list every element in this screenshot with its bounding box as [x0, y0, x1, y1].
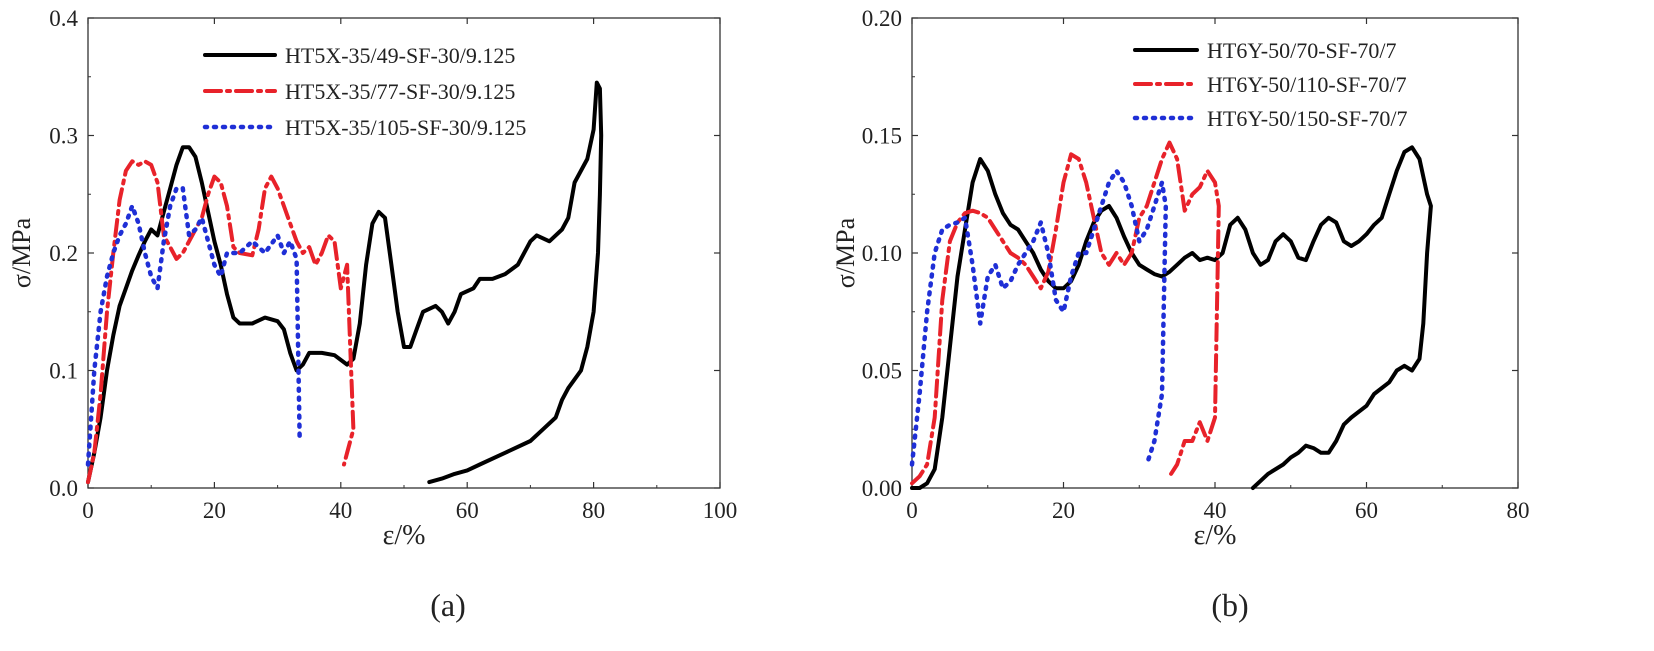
x-tick-label: 20: [1052, 498, 1075, 523]
y-tick-label: 0.00: [862, 476, 902, 501]
y-tick-label: 0.4: [49, 6, 78, 31]
series-line-a-3: [85, 186, 302, 467]
x-tick-label: 40: [329, 498, 352, 523]
x-tick-label: 80: [1507, 498, 1530, 523]
series-line-a-1: [86, 80, 604, 485]
y-tick-label: 0.05: [862, 359, 902, 384]
y-tick-label: 0.20: [862, 6, 902, 31]
y-tick-label: 0.0: [49, 476, 78, 501]
chart-panel-b: 0 20 40 60 80 0.00 0.05 0.10 0.15 0.20 ε/% σ/MPa HT6…: [831, 6, 1530, 623]
panel-label: (a): [430, 587, 466, 623]
x-axis-label: ε/%: [383, 520, 426, 551]
legend-entry-label: HT6Y-50/110-SF-70/7: [1207, 72, 1407, 97]
legend: HT5X-35/49-SF-30/9.125 HT5X-35/77-SF-30/9…: [202, 43, 526, 140]
x-axis-label: ε/%: [1194, 520, 1237, 551]
series-line-a-2: [86, 159, 356, 485]
x-tick-label: 100: [703, 498, 738, 523]
y-axis-label: σ/MPa: [7, 217, 36, 288]
x-tick-label: 60: [1355, 498, 1378, 523]
y-tick-label: 0.10: [862, 241, 902, 266]
series-line-b-2: [910, 140, 1221, 486]
series-line-b-3: [909, 168, 1169, 467]
y-tick-label: 0.1: [49, 359, 78, 384]
x-tick-label: 60: [456, 498, 479, 523]
y-tick-label: 0.15: [862, 124, 902, 149]
y-axis-label: σ/MPa: [831, 217, 860, 288]
legend-entry-label: HT5X-35/105-SF-30/9.125: [285, 115, 526, 140]
x-tick-label: 40: [1204, 498, 1227, 523]
series-line-b-1: [910, 145, 1433, 490]
x-tick-label: 80: [582, 498, 605, 523]
legend-entry-label: HT6Y-50/150-SF-70/7: [1207, 106, 1407, 131]
legend-entry-label: HT5X-35/49-SF-30/9.125: [285, 43, 515, 68]
x-tick-label: 0: [82, 498, 94, 523]
y-tick-label: 0.3: [49, 124, 78, 149]
legend: HT6Y-50/70-SF-70/7 HT6Y-50/110-SF-70/7 HT6…: [1132, 38, 1407, 131]
chart-panel-a: 0 20 40 60 80 100 0.0 0.1 0.2 0.3 0.4 ε/% σ/MPa HT5X-…: [7, 6, 737, 623]
legend-entry-label: HT5X-35/77-SF-30/9.125: [285, 79, 515, 104]
x-tick-label: 20: [203, 498, 226, 523]
panel-label: (b): [1211, 587, 1248, 623]
legend-entry-label: HT6Y-50/70-SF-70/7: [1207, 38, 1396, 63]
x-tick-label: 0: [906, 498, 918, 523]
y-tick-label: 0.2: [49, 241, 78, 266]
